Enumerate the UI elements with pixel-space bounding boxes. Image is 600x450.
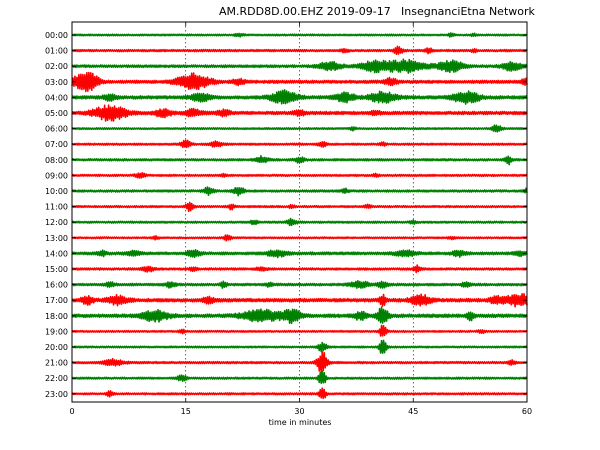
seismic-trace (71, 306, 528, 325)
plot-frame (71, 21, 528, 403)
chart-title: AM.RDD8D.00.EHZ 2019-09-17 (219, 5, 391, 18)
y-tick-label: 04:00 (45, 93, 68, 102)
seismic-trace (71, 280, 528, 289)
y-tick-label: 11:00 (45, 203, 68, 212)
y-tick-label: 10:00 (45, 187, 68, 196)
y-tick-label: 14:00 (45, 249, 68, 258)
y-tick-label: 22:00 (45, 374, 68, 383)
x-tick-label: 45 (408, 407, 418, 416)
seismic-trace (71, 292, 528, 308)
y-tick-label: 00:00 (45, 31, 68, 40)
y-tick-label: 13:00 (45, 234, 68, 243)
seismic-trace (71, 351, 528, 374)
y-tick-label: 05:00 (45, 109, 68, 118)
x-tick-label: 30 (294, 407, 304, 416)
seismic-trace (71, 234, 528, 242)
seismic-trace (71, 339, 528, 355)
y-tick-label: 09:00 (45, 171, 68, 180)
seismic-trace (71, 248, 528, 259)
x-tick-label: 60 (522, 407, 532, 416)
y-tick-label: 16:00 (45, 281, 68, 290)
seismic-trace (71, 155, 528, 166)
y-tick-label: 01:00 (45, 47, 68, 56)
x-tick-label: 0 (69, 407, 74, 416)
seismic-trace (71, 324, 528, 337)
seismic-trace (71, 124, 528, 133)
seismic-trace (71, 387, 528, 400)
y-tick-label: 02:00 (45, 62, 68, 71)
y-tick-label: 17:00 (45, 296, 68, 305)
seismic-trace (71, 32, 528, 38)
seismic-trace (71, 172, 528, 179)
y-tick-label: 19:00 (45, 327, 68, 336)
y-tick-label: 06:00 (45, 125, 68, 134)
seismic-trace (71, 71, 528, 93)
seismic-trace (71, 370, 528, 385)
y-tick-label: 03:00 (45, 78, 68, 87)
x-axis-label: time in minutes (268, 418, 332, 427)
y-tick-label: 18:00 (45, 312, 68, 321)
chart-network-label: InsegnanciEtna Network (401, 5, 535, 18)
y-tick-label: 20:00 (45, 343, 68, 352)
seismic-trace (71, 217, 528, 227)
seismic-trace (71, 58, 528, 74)
y-tick-label: 21:00 (45, 359, 68, 368)
seismic-trace (71, 201, 528, 213)
y-tick-label: 23:00 (45, 390, 68, 399)
y-tick-label: 07:00 (45, 140, 68, 149)
seismic-trace (71, 186, 528, 197)
y-tick-label: 12:00 (45, 218, 68, 227)
seismic-trace (71, 45, 528, 56)
seismic-trace (71, 264, 528, 274)
y-tick-label: 15:00 (45, 265, 68, 274)
seismic-trace (71, 89, 528, 105)
seismic-trace (71, 139, 528, 149)
y-tick-label: 08:00 (45, 156, 68, 165)
seismic-trace (71, 104, 528, 122)
x-tick-label: 15 (181, 407, 191, 416)
